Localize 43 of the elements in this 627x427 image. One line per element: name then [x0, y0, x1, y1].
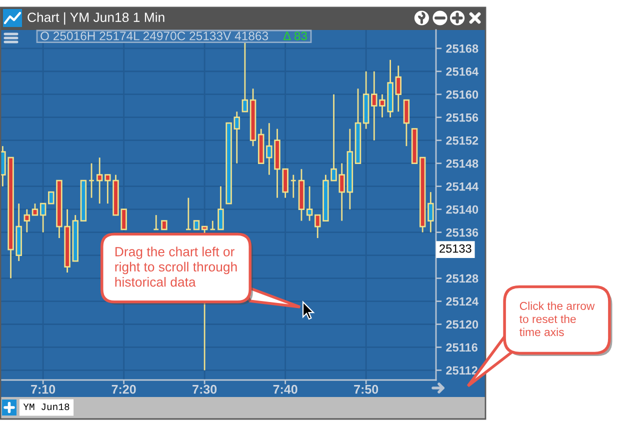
annotation: Drag the chart left or right to scroll through historical data [115, 246, 237, 287]
y-tick-label: 25160 [446, 90, 478, 99]
annotation: Δ 83 [283, 32, 307, 40]
chart-title: Chart | YM Jun18 1 Min [28, 12, 164, 25]
candlestick [88, 162, 95, 199]
x-tick-label: 7:10 [31, 384, 56, 394]
candlestick [96, 156, 103, 204]
candlestick [24, 208, 30, 233]
x-tick-label: 7:40 [273, 384, 298, 394]
candlestick [210, 220, 216, 230]
y-tick-label: 25124 [446, 297, 478, 306]
y-tick-label: 25140 [446, 205, 478, 214]
candlestick [218, 186, 224, 230]
y-tick-label: 25168 [446, 44, 478, 53]
candlestick [395, 64, 402, 112]
y-tick-label: 25120 [446, 320, 478, 329]
y-tick-label: 25164 [446, 67, 478, 76]
y-tick-label: 25112 [446, 366, 478, 375]
y-tick-label: 25148 [446, 159, 478, 168]
text: Click the arrow to reset the time axis [520, 302, 595, 336]
candlestick [185, 197, 192, 230]
candlestick [242, 42, 248, 112]
y-tick-label: 25144 [446, 182, 478, 191]
y-tick-label: 25136 [446, 228, 478, 237]
annotation: 25133 [440, 244, 472, 253]
text: YM Jun18 [23, 404, 70, 410]
x-tick-label: 7:50 [354, 384, 378, 394]
x-tick-label: 7:20 [112, 384, 136, 394]
y-tick-label: 25116 [446, 343, 478, 352]
candlestick [403, 99, 410, 147]
candlestick [234, 110, 240, 164]
y-tick-label: 25156 [446, 113, 478, 122]
x-tick-label: 7:30 [192, 384, 217, 394]
candlestick [153, 214, 160, 230]
y-tick-label: 25128 [446, 274, 478, 283]
candlestick [306, 186, 313, 222]
candlestick [314, 214, 321, 239]
candlestick [32, 202, 38, 216]
candlestick [290, 174, 297, 199]
chart-subtitle: O 25016H 25174L 24970C 25133V 41863 [40, 32, 268, 40]
y-tick-label: 25152 [446, 136, 478, 145]
candlestick [428, 191, 434, 233]
candlestick [40, 202, 46, 233]
